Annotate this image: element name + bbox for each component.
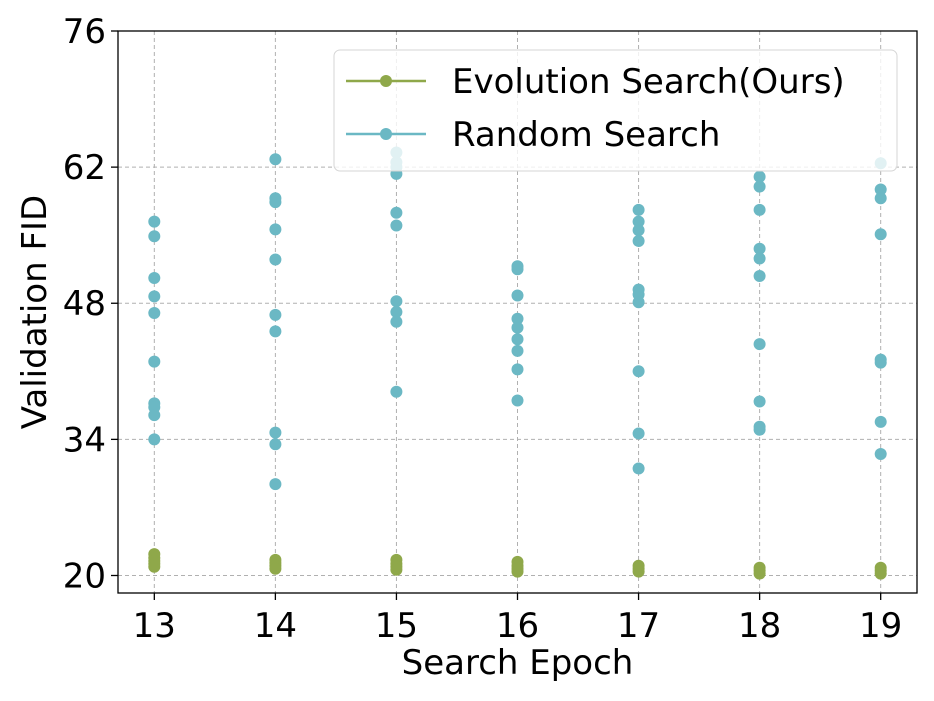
y-axis-ticks: 20 34 48 62 76 [63,12,118,596]
legend-marker-random [380,128,392,140]
random-search-point [269,253,282,266]
x-tick-label: 19 [859,606,902,646]
random-search-point [269,478,282,491]
evolution-search-point [632,565,645,578]
random-search-point [753,252,766,265]
random-search-point [874,356,887,369]
random-search-point [874,448,887,460]
random-search-point [390,206,403,219]
x-tick-label: 16 [496,606,539,646]
y-axis-label: Validation FID [15,195,55,429]
x-tick-label: 18 [738,606,781,646]
random-search-point [874,192,887,205]
random-search-point [632,296,645,309]
evolution-search-point [874,567,887,580]
random-search-point [753,242,766,255]
random-search-point [390,315,403,328]
legend-marker-evolution [380,75,392,87]
random-search-point [753,270,766,282]
x-axis-label: Search Epoch [402,643,634,683]
random-search-point [632,365,645,378]
random-search-point [148,215,161,228]
random-search-point [511,321,524,334]
legend-box [333,49,898,172]
random-search-point [753,170,766,183]
random-search-point [511,333,524,346]
random-search-point [148,433,161,446]
random-search-point [269,325,282,338]
random-search-point [390,385,403,398]
x-tick-label: 14 [254,606,297,646]
random-search-point [390,306,403,318]
random-search-point [269,196,282,209]
legend-label-evolution: Evolution Search(Ours) [452,62,845,102]
x-axis-ticks: 13 14 15 16 17 18 19 [133,593,902,646]
x-tick-label: 17 [617,606,660,646]
evolution-search-point [148,560,161,573]
y-tick-label: 62 [63,148,106,188]
random-search-point [874,415,887,428]
random-search-point [753,180,766,193]
y-tick-label: 48 [63,284,106,324]
random-search-point [874,183,887,196]
y-tick-label: 34 [63,420,106,460]
random-search-point [511,289,524,302]
random-search-point [148,272,161,284]
random-search-point [632,203,645,216]
random-search-point [269,223,282,236]
random-search-point [511,263,524,276]
x-tick-label: 13 [133,606,176,646]
data-points [148,146,887,580]
evolution-search-point [269,562,282,575]
random-search-point [390,219,403,232]
random-search-point [148,290,161,303]
random-search-point [511,344,524,357]
random-search-point [269,308,282,321]
random-search-point [390,295,403,308]
y-tick-label: 76 [63,12,106,52]
random-search-point [269,153,282,166]
random-search-point [148,230,161,243]
evolution-search-point [753,567,766,580]
random-search-point [148,409,161,422]
random-search-point [632,427,645,440]
evolution-search-point [390,563,403,576]
random-search-point [632,224,645,237]
random-search-point [632,462,645,475]
random-search-point [753,338,766,351]
random-search-point [632,215,645,228]
x-tick-label: 15 [375,606,418,646]
random-search-point [269,426,282,439]
evolution-search-point [511,565,524,578]
random-search-point [511,394,524,407]
random-search-point [148,355,161,368]
random-search-point [874,228,887,241]
random-search-point [269,438,282,451]
random-search-point [753,203,766,216]
random-search-point [148,307,161,319]
random-search-point [753,395,766,408]
y-tick-label: 20 [63,556,106,596]
random-search-point [632,235,645,247]
random-search-point [511,312,524,325]
legend: Evolution Search(Ours) Random Search [333,49,898,172]
legend-label-random: Random Search [452,115,720,155]
random-search-point [753,423,766,436]
random-search-point [511,363,524,376]
